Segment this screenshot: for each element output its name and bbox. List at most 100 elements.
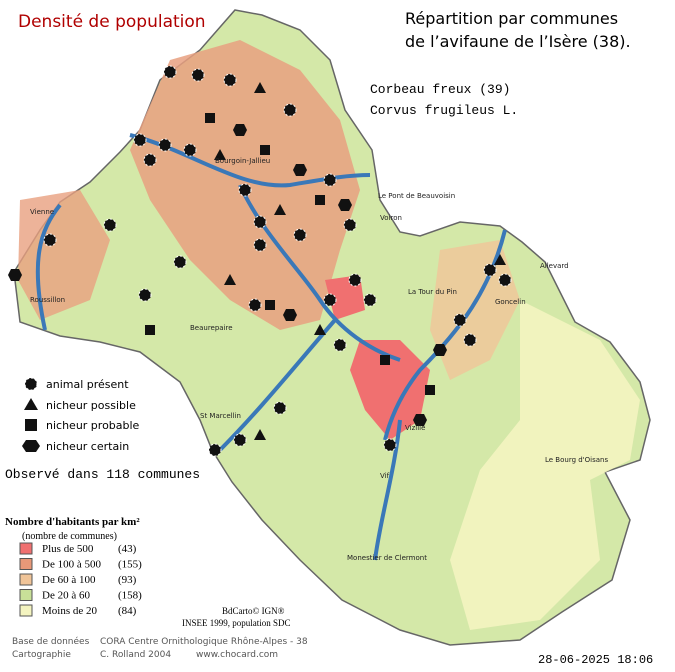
symbol-present	[323, 173, 337, 187]
symbol-present	[453, 313, 467, 327]
symbol-present	[248, 298, 262, 312]
symbol-present	[143, 153, 157, 167]
symbol-present	[253, 238, 267, 252]
sparse-zone	[450, 300, 640, 630]
symbol-present	[133, 133, 147, 147]
place-names: Vienne Roussillon Le Pont de Beauvoisin La …	[30, 157, 608, 562]
place-name: Monestier de Clermont	[347, 554, 427, 562]
legend-swatch	[19, 542, 33, 555]
symbol-legend: animal présent nicheur possible nicheur …	[22, 377, 140, 453]
symbol-present	[293, 228, 307, 242]
place-name: Vif	[380, 472, 390, 480]
place-name: La Tour du Pin	[408, 288, 457, 296]
legend-count: (93)	[118, 574, 137, 586]
observed-count: Observé dans 118 communes	[5, 467, 200, 482]
legend-swatch	[19, 558, 33, 570]
credit-value: C. Rolland 2004	[100, 650, 171, 660]
symbol-certain	[233, 124, 247, 136]
date: 28-06-2025 18:06	[538, 653, 653, 667]
density-legend-title: Nombre d'habitants par km²	[5, 516, 140, 528]
symbol-probable	[260, 145, 270, 155]
symbol-present	[343, 218, 357, 232]
observation-symbols	[8, 65, 512, 457]
symbol-certain	[293, 164, 307, 176]
symbol-present	[323, 293, 337, 307]
symbol-certain	[338, 199, 352, 211]
symbol-possible	[274, 204, 286, 215]
place-name: Vizille	[405, 424, 425, 432]
place-name: Le Pont de Beauvoisin	[378, 192, 455, 200]
legend-label: nicheur probable	[46, 419, 140, 432]
place-name: Vienne	[30, 208, 54, 216]
symbol-probable	[380, 355, 390, 365]
legend-label: nicheur certain	[46, 440, 129, 453]
symbol-present	[383, 438, 397, 452]
legend-label: De 100 à 500	[42, 559, 101, 571]
symbol-probable	[25, 419, 37, 431]
credit-label: Base de données	[12, 636, 90, 647]
symbol-present	[348, 273, 362, 287]
symbol-present	[138, 288, 152, 302]
symbol-possible	[314, 324, 326, 335]
symbol-possible	[254, 82, 266, 93]
symbol-present	[103, 218, 117, 232]
legend-label: Moins de 20	[42, 605, 98, 617]
river	[35, 203, 62, 331]
species-name: Corbeau freux (39)	[370, 82, 510, 97]
density-legend: Plus de 500 (43) De 100 à 500 (155) De 60 à …	[19, 542, 142, 617]
symbol-probable	[315, 195, 325, 205]
symbol-present	[163, 65, 177, 79]
symbol-present	[173, 255, 187, 269]
symbol-present	[191, 68, 205, 82]
symbol-probable	[425, 385, 435, 395]
symbol-present	[498, 273, 512, 287]
symbol-present	[283, 103, 297, 117]
symbol-possible	[494, 254, 506, 265]
symbol-present	[333, 338, 347, 352]
density-legend-subtitle: (nombre de communes)	[22, 531, 117, 542]
legend-label: Plus de 500	[42, 543, 94, 555]
symbol-possible	[224, 274, 236, 285]
place-name: Roussillon	[30, 296, 65, 304]
symbol-possible	[254, 429, 266, 440]
symbol-present	[183, 143, 197, 157]
symbol-certain	[283, 309, 297, 321]
credit-site: www.chocard.com	[196, 650, 278, 660]
river	[373, 419, 402, 561]
symbol-present	[233, 433, 247, 447]
place-name: Voiron	[380, 214, 402, 222]
credit-value: CORA Centre Ornithologique Rhône-Alpes -…	[100, 636, 308, 647]
symbol-present	[158, 138, 172, 152]
legend-label: De 20 à 60	[42, 590, 90, 602]
legend-label: animal présent	[46, 378, 129, 391]
place-name: St Marcellin	[200, 412, 241, 420]
dense-zone	[430, 240, 520, 380]
symbol-possible	[214, 149, 226, 160]
place-name: Goncelin	[495, 298, 526, 306]
symbol-certain	[22, 440, 40, 452]
place-name: Allevard	[540, 262, 569, 270]
symbol-present	[463, 333, 477, 347]
symbol-probable	[265, 300, 275, 310]
symbol-certain	[8, 269, 22, 281]
credit-label: Cartographie	[12, 650, 71, 660]
map-title: Densité de population	[18, 12, 206, 32]
heading: Répartition par communes	[405, 9, 618, 28]
place-name: Beaurepaire	[190, 324, 233, 332]
urban-zone	[350, 340, 430, 440]
symbol-certain	[433, 344, 447, 356]
symbol-possible	[24, 398, 38, 410]
symbol-certain	[413, 414, 427, 426]
legend-swatch	[19, 604, 33, 617]
legend-swatch	[19, 573, 33, 586]
symbol-present	[483, 263, 497, 277]
legend-swatch	[19, 589, 33, 601]
symbol-probable	[145, 325, 155, 335]
legend-count: (155)	[118, 559, 142, 571]
symbol-present	[208, 443, 222, 457]
legend-count: (158)	[118, 590, 142, 602]
source: BdCarto© IGN®	[222, 606, 285, 616]
symbol-present	[24, 377, 38, 391]
